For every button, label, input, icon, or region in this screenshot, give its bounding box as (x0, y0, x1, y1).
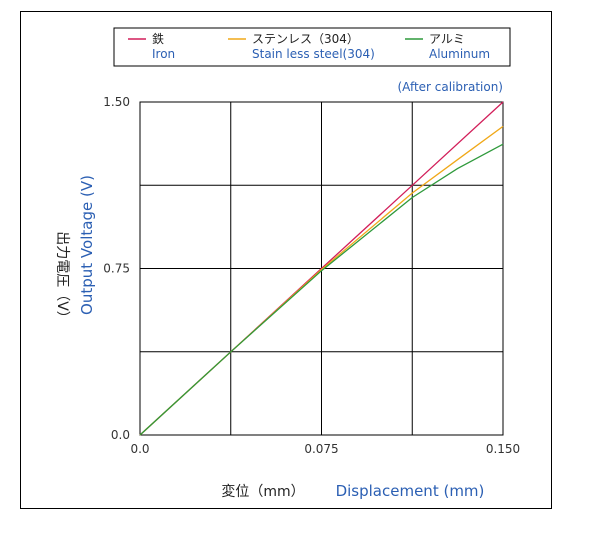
x-tick-label: 0.150 (486, 442, 520, 456)
x-axis-label-en: Displacement (mm) (336, 482, 485, 500)
series-line-3 (139, 143, 504, 436)
y-tick-label: 0.0 (111, 428, 130, 442)
chart-frame (20, 11, 552, 509)
legend-label-en: Iron (152, 47, 175, 61)
legend-label-en: Stain less steel(304) (252, 47, 375, 61)
legend-label-jp: アルミ (429, 32, 465, 46)
x-axis-label-jp: 変位（mm） (221, 483, 304, 500)
x-tick-label: 0.0 (130, 442, 149, 456)
y-axis-label-jp: 出力電圧（V） (54, 231, 70, 325)
x-tick-label: 0.075 (304, 442, 338, 456)
legend-label-jp: ステンレス（304） (252, 32, 359, 46)
y-tick-label: 0.75 (103, 262, 130, 276)
series-lines (139, 101, 504, 436)
tick-labels: 0.0 0.075 0.150 0.0 0.75 1.50 (103, 95, 520, 456)
legend-label-en: Aluminum (429, 47, 490, 61)
legend-box (113, 27, 511, 67)
y-axis-label-en: Output Voltage (V) (78, 175, 96, 315)
annotation: (After calibration) (397, 80, 503, 94)
y-tick-label: 1.50 (103, 95, 130, 109)
legend-label-jp: 鉄 (152, 31, 164, 46)
